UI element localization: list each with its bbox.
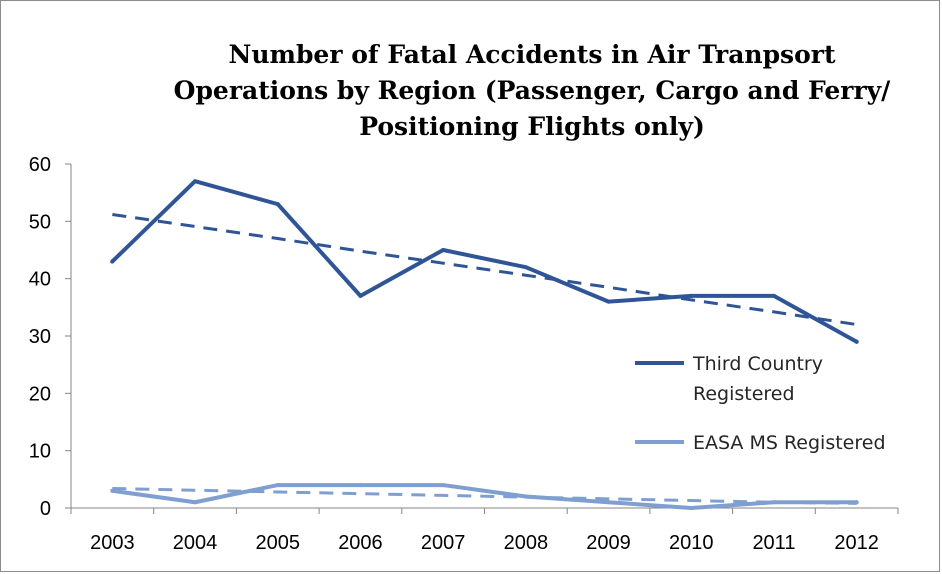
third-country-registered-point-2007: [441, 248, 446, 252]
x-tick-label-2004: 2004: [173, 532, 218, 554]
y-tick-label-0: 0: [40, 498, 51, 520]
x-tick-label-2006: 2006: [338, 532, 383, 554]
third-country-registered-point-2003: [110, 259, 115, 264]
x-tick-label-2003: 2003: [90, 532, 135, 554]
easa-ms-registered-legend-label-1: EASA MS Registered: [693, 432, 886, 454]
third-country-registered-legend-label-2: Registered: [693, 383, 795, 405]
y-tick-label-60: 60: [29, 154, 51, 176]
third-country-registered-point-2005: [275, 202, 280, 207]
easa-ms-registered-trendline: [112, 487, 857, 505]
third-country-registered-trendline: [112, 212, 857, 327]
x-tick-label-2008: 2008: [504, 532, 549, 554]
x-tick-label-2010: 2010: [669, 532, 714, 554]
third-country-registered-point-2010: [689, 293, 694, 298]
chart-title-line-1: Number of Fatal Accidents in Air Tranpso…: [228, 40, 836, 69]
y-tick-label-50: 50: [29, 211, 51, 233]
easa-ms-registered-point-2011: [771, 500, 776, 505]
third-country-registered-point-2004: [193, 179, 198, 184]
x-tick-label-2005: 2005: [256, 532, 301, 554]
y-tick-label-20: 20: [29, 383, 51, 405]
easa-ms-registered-point-2006: [358, 483, 363, 488]
y-axis-tick-labels: 0 10 20 30 40 50 60: [29, 154, 51, 520]
easa-ms-registered-point-2009: [606, 500, 611, 505]
easa-ms-registered-line: [110, 483, 859, 510]
y-tick-label-10: 10: [29, 441, 51, 463]
third-country-registered-point-2011: [771, 293, 776, 298]
x-tick-label-2011: 2011: [752, 532, 795, 554]
easa-ms-registered-point-2003: [110, 488, 115, 493]
x-tick-label-2009: 2009: [586, 532, 631, 554]
easa-ms-registered-point-2008: [523, 494, 528, 499]
chart-title-line-3: Positioning Flights only): [359, 112, 705, 141]
chart-title: Number of Fatal Accidents in Air Tranpso…: [174, 40, 892, 141]
y-tick-label-30: 30: [29, 326, 51, 348]
third-country-registered-point-2008: [523, 265, 528, 270]
third-country-registered-legend-label-1: Third Country: [692, 353, 823, 375]
y-tick-label-40: 40: [29, 269, 51, 291]
easa-ms-registered-point-2012: [854, 500, 859, 505]
easa-ms-registered-point-2005: [275, 483, 280, 488]
third-country-registered-point-2009: [606, 299, 611, 304]
chart-series: [110, 179, 859, 510]
easa-ms-registered-point-2007: [441, 483, 446, 488]
x-tick-label-2012: 2012: [834, 532, 879, 554]
third-country-registered-point-2012: [854, 339, 859, 344]
x-tick-label-2007: 2007: [421, 532, 466, 554]
x-axis-tick-labels: 2003 2004 2005 2006 2007 2008 2009 2010 2011 2012: [90, 532, 879, 554]
chart-legend: Third Country Registered EASA MS Registere…: [635, 353, 886, 454]
easa-ms-registered-point-2004: [193, 500, 198, 505]
third-country-registered-line: [110, 179, 859, 344]
third-country-registered-point-2006: [358, 293, 363, 298]
easa-ms-registered-point-2010: [689, 506, 694, 510]
chart-axes: [65, 163, 899, 514]
chart-title-line-2: Operations by Region (Passenger, Cargo a…: [174, 76, 892, 105]
